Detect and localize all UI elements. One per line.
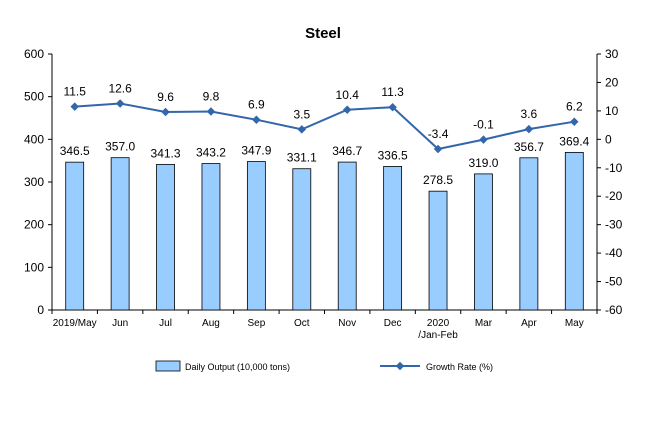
y-right-tick-label: -30 (605, 218, 623, 232)
bar-data-label: 347.9 (241, 144, 271, 158)
x-tick-label: Sep (247, 318, 265, 329)
x-tick-label: Aug (202, 318, 220, 329)
y-right-tick-label: -60 (605, 303, 623, 317)
y-left-tick-label: 300 (24, 175, 44, 189)
line-data-label: 9.6 (157, 90, 174, 104)
bar-daily-output (246, 161, 266, 311)
bar-daily-output (110, 157, 130, 311)
growth-rate-point (161, 107, 170, 117)
legend-line-marker (395, 361, 405, 371)
line-data-label: 9.8 (203, 89, 220, 103)
bar-daily-output (564, 151, 584, 311)
bar-data-label: 357.0 (105, 140, 135, 154)
bar-data-label: 331.1 (287, 151, 317, 165)
x-tick-label: Mar (475, 318, 493, 329)
line-data-label: 12.6 (108, 81, 132, 95)
line-data-label: 6.2 (566, 100, 583, 114)
growth-rate-point (115, 99, 125, 108)
chart-title: Steel (305, 25, 341, 42)
line-data-label: 10.4 (336, 88, 360, 102)
bar-daily-output (201, 163, 221, 311)
bar-data-label: 346.7 (332, 144, 362, 158)
growth-rate-point (70, 102, 79, 111)
bar-daily-output (519, 157, 539, 311)
x-tick-label: 2020 (427, 318, 450, 329)
legend-bar-swatch (155, 360, 181, 372)
line-data-label: -0.1 (473, 118, 494, 132)
bar-data-label: 341.3 (151, 146, 181, 160)
y-left-tick-label: 500 (24, 90, 44, 104)
bar-daily-output (65, 161, 85, 311)
growth-rate-point (433, 144, 443, 154)
x-tick-label: /Jan-Feb (418, 330, 458, 341)
y-right-tick-label: 20 (605, 75, 619, 89)
bar-data-label: 356.7 (514, 140, 544, 154)
bar-data-label: 346.5 (60, 144, 90, 158)
growth-rate-point (252, 115, 261, 124)
x-tick-label: Oct (294, 318, 310, 329)
growth-rate-point (388, 102, 397, 112)
legend: Daily Output (10,000 tons) Growth Rate (%… (155, 360, 493, 372)
growth-rate-point (342, 105, 352, 114)
bar-data-label: 343.2 (196, 146, 226, 160)
line-data-label: 3.6 (521, 107, 538, 121)
x-tick-label: May (565, 318, 584, 329)
y-right-tick-label: -50 (605, 275, 623, 289)
bar-daily-output (383, 166, 403, 311)
bar-data-label: 369.4 (559, 134, 589, 148)
y-right-tick-label: -20 (605, 189, 623, 203)
y-left-tick-label: 100 (24, 260, 44, 274)
line-data-label: -3.4 (428, 127, 449, 141)
y-left-tick-label: 200 (24, 218, 44, 232)
y-left-tick-label: 0 (37, 303, 44, 317)
x-tick-label: Dec (384, 318, 402, 329)
bar-data-label: 278.5 (423, 173, 453, 187)
y-right-tick-label: -40 (605, 246, 623, 260)
growth-rate-point (479, 135, 488, 144)
legend-label-daily-output: Daily Output (10,000 tons) (185, 362, 290, 372)
y-right-tick-label: 0 (605, 132, 612, 146)
bar-daily-output (428, 190, 448, 311)
bar-daily-output (156, 163, 175, 311)
growth-rate-point (206, 107, 216, 116)
x-tick-label: Jun (112, 318, 128, 329)
y-right-tick-label: -10 (605, 161, 623, 175)
growth-rate-line (74, 102, 575, 151)
growth-rate-point (570, 117, 579, 126)
growth-rate-point (524, 124, 534, 134)
x-tick-label: 2019/May (53, 318, 97, 329)
bar-data-label: 336.5 (378, 148, 408, 162)
bar-data-label: 319.0 (468, 156, 498, 170)
line-data-label: 11.3 (381, 85, 404, 99)
growth-rate-point (297, 125, 307, 134)
x-tick-label: Jul (159, 318, 172, 329)
line-data-label: 3.5 (293, 107, 310, 121)
bar-daily-output (337, 161, 357, 311)
y-right-tick-label: 30 (605, 47, 619, 61)
legend-label-growth-rate: Growth Rate (%) (426, 362, 493, 372)
y-right-tick-label: 10 (605, 104, 619, 118)
line-data-label: 6.9 (248, 98, 265, 112)
bar-daily-output (292, 168, 312, 311)
y-left-tick-label: 600 (24, 47, 44, 61)
x-tick-label: Apr (521, 318, 537, 329)
x-tick-label: Nov (338, 318, 356, 329)
line-data-label: 11.5 (63, 85, 86, 99)
bar-daily-output (474, 173, 493, 311)
y-left-tick-label: 400 (24, 132, 44, 146)
